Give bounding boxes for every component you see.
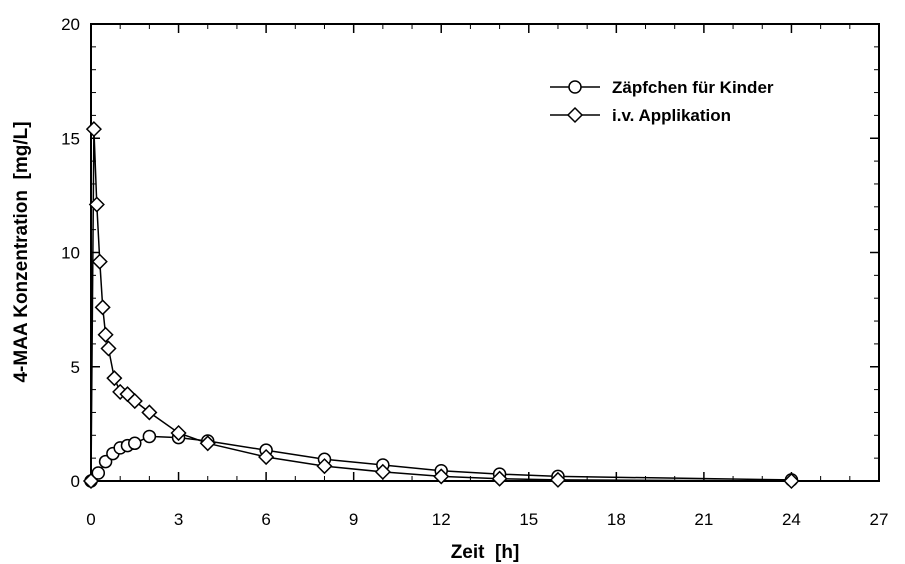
data-point bbox=[85, 121, 102, 138]
data-point bbox=[88, 196, 105, 213]
legend-marker-series-1 bbox=[568, 80, 582, 94]
data-point bbox=[170, 424, 187, 442]
x-tick-label-0: 0 bbox=[86, 510, 95, 529]
x-tick-label-9: 27 bbox=[870, 510, 889, 529]
series-layer bbox=[82, 121, 800, 490]
legend: Zäpfchen für Kinder i.v. Applikation bbox=[550, 78, 774, 125]
x-tick-label-7: 21 bbox=[694, 510, 713, 529]
y-tick-label-2: 10 bbox=[61, 244, 80, 263]
axis-ticks: 0 3 6 9 12 15 18 21 24 27 0 5 10 15 20 bbox=[61, 15, 888, 529]
y-tick-label-0: 0 bbox=[71, 472, 80, 491]
x-tick-label-8: 24 bbox=[782, 510, 801, 529]
data-point bbox=[374, 463, 391, 480]
x-axis-label: Zeit [h] bbox=[451, 542, 520, 563]
data-point bbox=[126, 392, 143, 410]
data-point bbox=[97, 326, 114, 343]
x-tick-label-5: 15 bbox=[519, 510, 538, 529]
series-2-line bbox=[90, 129, 792, 482]
y-tick-label-3: 15 bbox=[61, 129, 80, 148]
legend-label-series-2: i.v. Applikation bbox=[612, 106, 731, 125]
series-2 bbox=[82, 121, 800, 490]
data-point bbox=[91, 253, 108, 270]
data-point bbox=[100, 340, 117, 357]
y-tick-label-1: 5 bbox=[71, 358, 80, 377]
data-point bbox=[199, 435, 216, 452]
data-point bbox=[141, 404, 158, 421]
x-tick-label-3: 9 bbox=[349, 510, 358, 529]
y-tick-label-4: 20 bbox=[61, 15, 80, 34]
data-point bbox=[106, 370, 123, 387]
data-point bbox=[142, 429, 157, 444]
data-point bbox=[316, 458, 333, 475]
data-point bbox=[91, 466, 106, 480]
data-point bbox=[549, 471, 567, 488]
data-point bbox=[94, 299, 111, 316]
legend-marker-series-2 bbox=[566, 106, 584, 124]
x-tick-label-6: 18 bbox=[607, 510, 626, 529]
data-point bbox=[82, 472, 100, 490]
data-point bbox=[783, 472, 800, 490]
data-point bbox=[128, 436, 142, 451]
data-point bbox=[258, 448, 275, 466]
data-point bbox=[433, 468, 450, 485]
data-point bbox=[491, 470, 508, 487]
legend-label-series-1: Zäpfchen für Kinder bbox=[612, 78, 774, 97]
x-tick-label-2: 6 bbox=[261, 510, 270, 529]
y-axis-label: 4-MAA Konzentration [mg/L] bbox=[11, 121, 32, 382]
x-tick-label-4: 12 bbox=[432, 510, 451, 529]
x-tick-label-1: 3 bbox=[174, 510, 183, 529]
